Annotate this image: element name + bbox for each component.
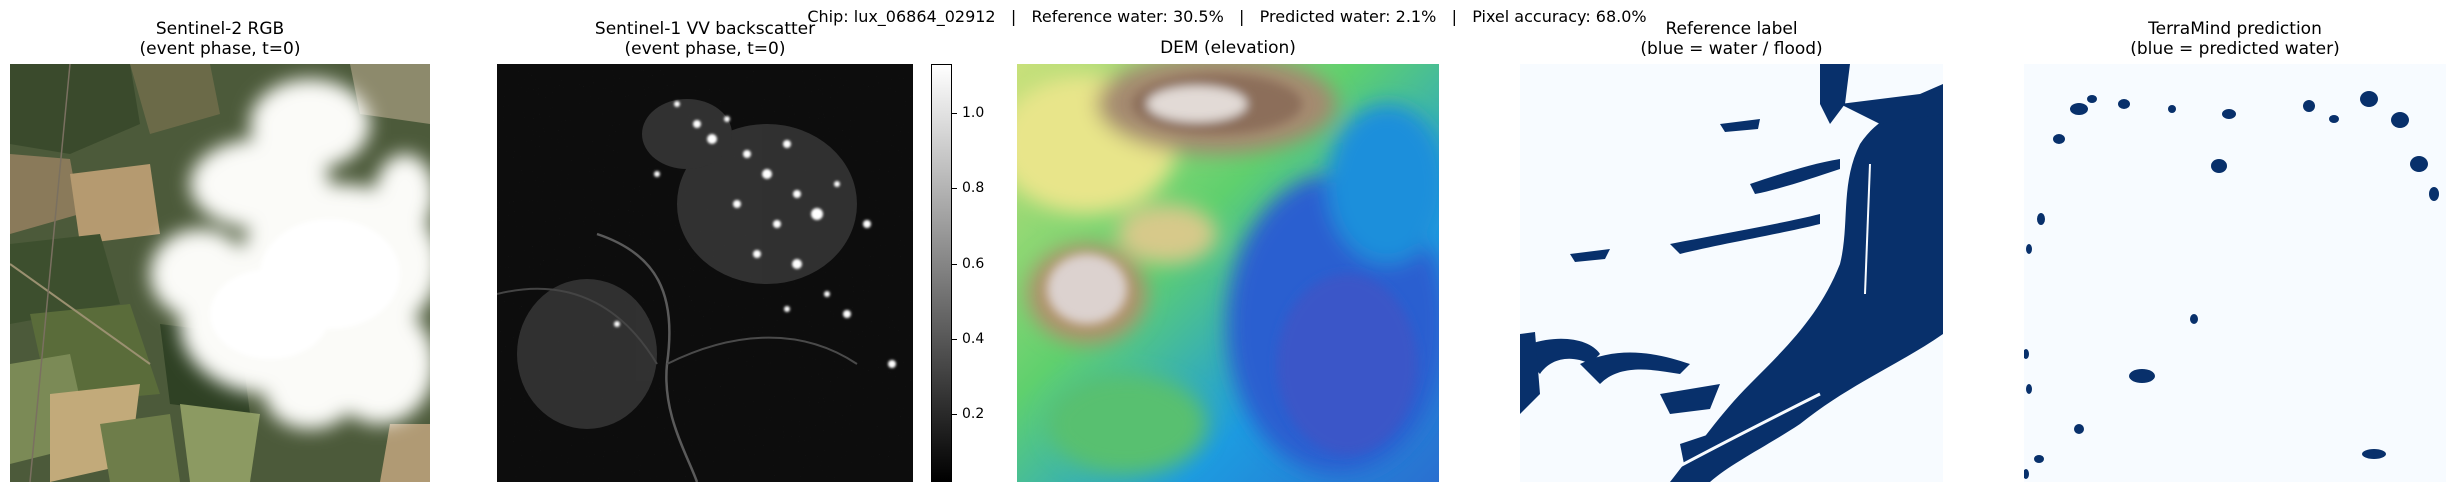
terramind-prediction-image xyxy=(2024,64,2446,482)
ref-title-line1: Reference label xyxy=(1665,19,1798,39)
s1-title-line2: (event phase, t=0) xyxy=(624,39,786,59)
colorbar xyxy=(931,64,952,482)
figure-suptitle: Chip: lux_06864_02912 | Reference water:… xyxy=(807,7,1647,26)
panel-title-dem: DEM (elevation) xyxy=(1017,38,1439,58)
colorbar-tick xyxy=(952,414,957,416)
colorbar-tick-label: 0.8 xyxy=(962,180,985,197)
reference-water-mask xyxy=(1520,64,1943,482)
s1-title-line1: Sentinel-1 VV backscatter xyxy=(594,19,816,39)
colorbar-tick-label: 0.6 xyxy=(962,255,985,272)
sentinel1-vv-image xyxy=(497,64,913,482)
colorbar-tick xyxy=(952,188,957,190)
panel-title-prediction: TerraMind prediction (blue = predicted w… xyxy=(2024,19,2446,59)
s2-title-line1: Sentinel-2 RGB xyxy=(155,19,285,39)
ref-title-line2: (blue = water / flood) xyxy=(1640,39,1823,59)
colorbar-tick xyxy=(952,338,957,340)
panel-title-reference: Reference label (blue = water / flood) xyxy=(1520,19,1943,59)
reference-label-image xyxy=(1520,64,1943,482)
panel-title-s2: Sentinel-2 RGB (event phase, t=0) xyxy=(10,19,430,59)
s2-title-line2: (event phase, t=0) xyxy=(139,39,301,59)
colorbar-tick-label: 0.2 xyxy=(962,406,985,423)
colorbar-tick-label: 0.4 xyxy=(962,330,985,347)
sentinel2-rgb-image xyxy=(10,64,430,482)
dem-title-line1: DEM (elevation) xyxy=(1160,38,1296,58)
colorbar-tick xyxy=(952,263,957,265)
pred-title-line2: (blue = predicted water) xyxy=(2130,39,2340,59)
colorbar-tick-label: 1.0 xyxy=(962,104,985,121)
colorbar-tick xyxy=(952,112,957,114)
dem-elevation-image xyxy=(1017,64,1439,482)
panel-title-s1: Sentinel-1 VV backscatter (event phase, … xyxy=(497,19,913,59)
pred-title-line1: TerraMind prediction xyxy=(2148,19,2322,39)
predicted-water-mask xyxy=(2024,91,2439,479)
